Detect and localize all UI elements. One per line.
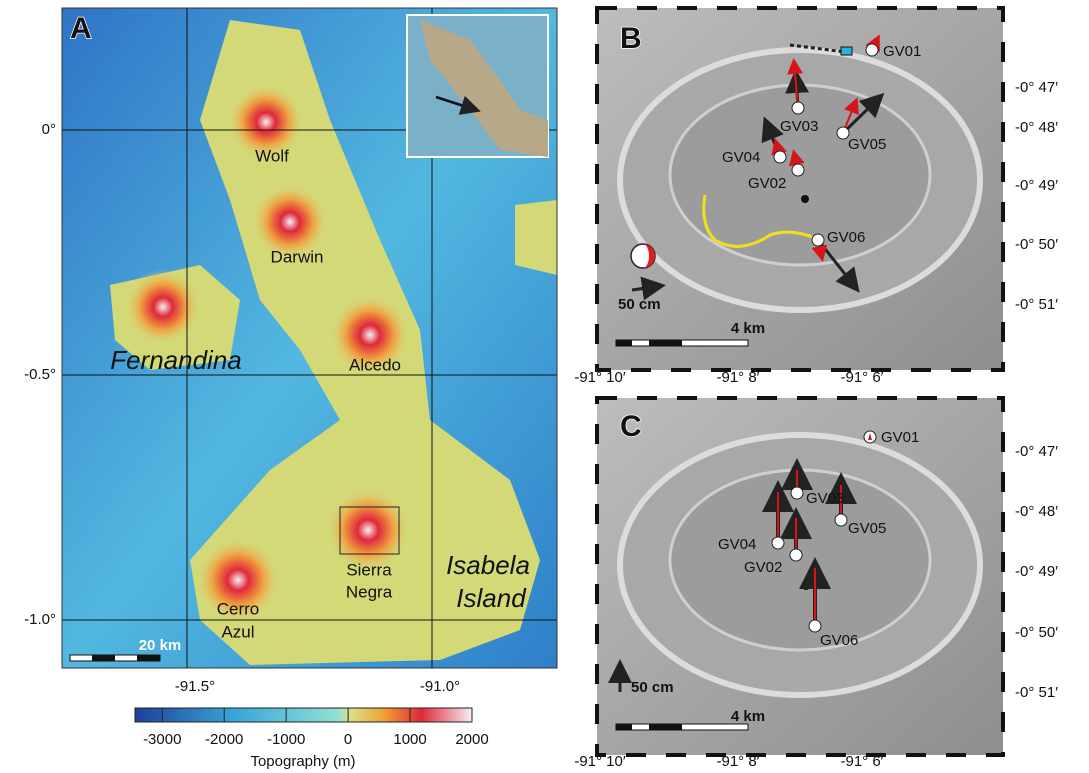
place-label: Wolf: [255, 146, 289, 165]
lon-label: -91° 6′: [840, 369, 883, 386]
panel-b: B GV01 GV03 GV05 GV04 GV02 GV06 50 cm 4 …: [574, 8, 1058, 386]
lat-label: -1.0°: [24, 611, 56, 628]
point: [801, 195, 809, 203]
lat-label: -0° 47′: [1015, 443, 1058, 460]
colorbar-title: Topography (m): [250, 753, 355, 770]
panel-c: C GV01 GV03 GV05 GV04 GV02 GV06 50 cm 4 …: [574, 398, 1058, 770]
station-label: GV03: [806, 490, 844, 507]
station-label: GV04: [722, 149, 760, 166]
volcano: [326, 488, 410, 572]
place-label: Darwin: [271, 247, 324, 266]
place-label: Fernandina: [110, 345, 242, 375]
colorbar-tick-label: -2000: [205, 731, 243, 748]
lat-label: -0.5°: [24, 366, 56, 383]
station-label: GV06: [827, 229, 865, 246]
lat-label: -0° 48′: [1015, 119, 1058, 136]
figure: A Wolf Darwin Alcedo Fernandina Sierra N…: [0, 0, 1089, 773]
place-label: Negra: [346, 582, 393, 601]
volcano: [125, 269, 201, 345]
colorbar-tick-label: 1000: [393, 731, 426, 748]
scale-label: 20 km: [139, 637, 182, 654]
point: [802, 582, 810, 590]
place-label: Alcedo: [349, 355, 401, 374]
lon-label: -91° 6′: [840, 753, 883, 770]
panel-letter: A: [70, 12, 92, 45]
station-label: GV02: [744, 559, 782, 576]
colorbar-tick-label: 2000: [455, 731, 488, 748]
place-label: Cerro: [217, 599, 260, 618]
colorbar-ramp: [135, 708, 472, 722]
station-label: GV05: [848, 520, 886, 537]
lat-label: -0° 49′: [1015, 177, 1058, 194]
scale-label: 4 km: [731, 320, 765, 337]
station-label: GV04: [718, 536, 756, 553]
place-label: Sierra: [346, 560, 392, 579]
colorbar: Topography (m) -3000 -2000 -1000 0 1000 2000: [135, 708, 489, 770]
lon-label: -91° 8′: [716, 753, 759, 770]
lat-label: 0°: [42, 121, 56, 138]
lon-label: -91.5°: [175, 678, 215, 695]
island: [515, 200, 557, 275]
station-label: GV06: [820, 632, 858, 649]
scale-label: 4 km: [731, 708, 765, 725]
lat-label: -0° 50′: [1015, 624, 1058, 641]
lon-label: -91.0°: [420, 678, 460, 695]
colorbar-tick-label: 0: [344, 731, 352, 748]
lon-label: -91° 8′: [716, 369, 759, 386]
lat-label: -0° 47′: [1015, 79, 1058, 96]
lat-label: -0° 51′: [1015, 684, 1058, 701]
station-label: GV05: [848, 136, 886, 153]
colorbar-tick-label: -1000: [267, 731, 305, 748]
panel-a: A Wolf Darwin Alcedo Fernandina Sierra N…: [24, 8, 557, 695]
panel-letter: C: [620, 410, 642, 443]
instrument: [841, 47, 852, 55]
lat-label: -0° 48′: [1015, 503, 1058, 520]
station-label: GV01: [881, 429, 919, 446]
station-label: GV03: [780, 118, 818, 135]
scale-bar: [616, 340, 748, 346]
colorbar-tick-label: -3000: [143, 731, 181, 748]
station-label: GV02: [748, 175, 786, 192]
lat-label: -0° 51′: [1015, 296, 1058, 313]
place-label: Isabela: [446, 550, 530, 580]
place-label: Azul: [221, 622, 254, 641]
panel-letter: B: [620, 22, 642, 55]
scale-bar: [70, 655, 160, 661]
scale-bar: [616, 724, 748, 730]
station-label: GV01: [883, 43, 921, 60]
vector-scale-label: 50 cm: [618, 296, 661, 313]
vector-scale-label: 50 cm: [631, 679, 674, 696]
lon-label: -91° 10′: [574, 369, 626, 386]
lat-label: -0° 50′: [1015, 236, 1058, 253]
lat-label: -0° 49′: [1015, 563, 1058, 580]
place-label: Island: [456, 583, 527, 613]
lon-label: -91° 10′: [574, 753, 626, 770]
